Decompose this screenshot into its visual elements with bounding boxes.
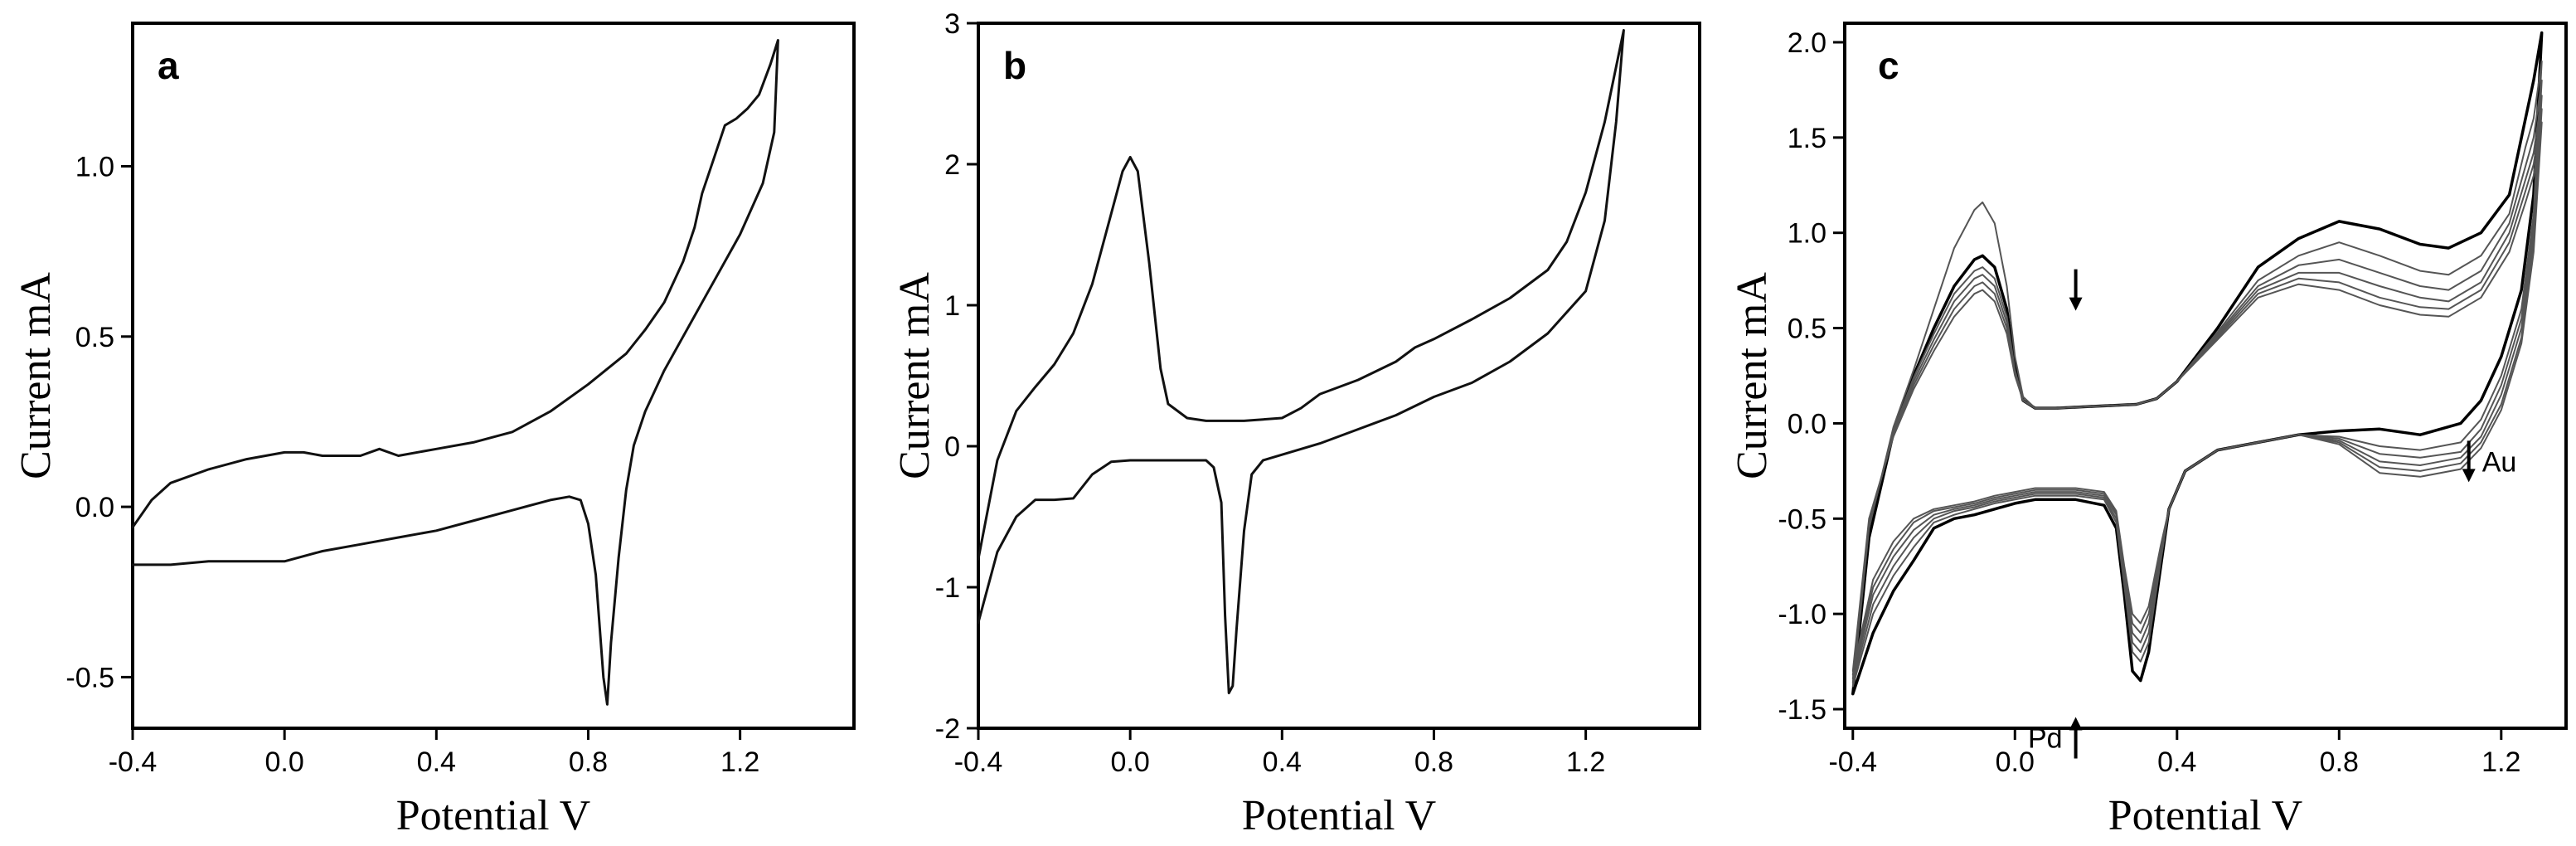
x-tick-label: 0.4 [417,746,456,778]
x-tick-label: -0.4 [954,746,1003,778]
plot-frame [131,22,856,730]
x-tick-label: 1.2 [2481,746,2520,778]
y-tick-label: 2 [944,149,960,181]
y-tick-label: 0.5 [1788,314,1826,345]
y-tick-label: -0.5 [1778,503,1826,535]
series-line [1851,108,2543,676]
y-tick-label: -1.0 [1778,599,1826,630]
annotation-label: Pd [2028,722,2063,754]
plot-frame [977,22,1701,730]
y-tick-label: 1.0 [75,151,114,182]
series-line [1851,95,2543,680]
series-line [977,29,1625,694]
x-tick-label: 1.2 [1566,746,1605,778]
x-tick-label: 0.0 [1996,746,2035,778]
y-tick-label: 0.0 [1788,408,1826,440]
x-tick-label: 0.8 [1414,746,1453,778]
y-tick-label: -1.5 [1778,694,1826,726]
panel-letter: c [1878,44,1899,87]
y-axis-title: Current mA [12,272,60,479]
y-tick-label: 3 [944,8,960,40]
panel-letter: a [158,44,179,87]
series-line [1851,121,2543,673]
x-tick-label: 0.4 [1263,746,1302,778]
panel-b: -0.4 0.0 0.4 0.8 1.2 -2 -1 0 1 2 3 Potential V Curre… [891,8,1701,839]
plot-frame [1843,22,2568,730]
y-tick-label: -2 [935,713,960,745]
series-line [1851,79,2543,683]
series-line [131,39,779,706]
panel-c: -0.4 0.0 0.4 0.8 1.2 -1.5 -1.0 -0.5 0.0 0.5 1.0 1.5… [1729,22,2568,839]
y-tick-label: -0.5 [65,662,114,693]
x-tick-label: -0.4 [109,746,158,778]
y-tick-label: 1 [944,290,960,322]
arrow-head-icon [2462,469,2476,483]
y-axis-title: Current mA [1729,272,1776,479]
y-axis-title: Current mA [891,272,939,479]
series-line [1851,60,2543,688]
x-axis-title: Potential V [396,792,590,839]
annotation-label: Au [2482,446,2517,478]
y-tick-label: -1 [935,572,960,604]
y-tick-label: 0 [944,431,960,463]
arrow-head-icon [2069,297,2083,311]
panel-a: -0.4 0.0 0.4 0.8 1.2 -0.5 0.0 0.5 1.0 Potential V… [12,22,856,839]
y-tick-label: 0.5 [75,322,114,353]
x-tick-label: 1.2 [720,746,759,778]
x-axis-title: Potential V [2108,792,2302,839]
y-tick-label: 2.0 [1788,27,1826,59]
x-tick-label: 0.0 [1111,746,1150,778]
arrow-head-icon [2069,717,2083,731]
x-tick-label: 0.4 [2157,746,2196,778]
x-axis-title: Potential V [1242,792,1436,839]
y-tick-label: 1.0 [1788,218,1826,250]
x-tick-label: -0.4 [1828,746,1877,778]
x-tick-label: 0.8 [569,746,608,778]
y-tick-label: 1.5 [1788,123,1826,154]
panel-letter: b [1003,44,1026,87]
y-tick-label: 0.0 [75,492,114,523]
x-tick-label: 0.8 [2320,746,2359,778]
x-tick-label: 0.0 [265,746,304,778]
series-line [1851,31,2544,696]
